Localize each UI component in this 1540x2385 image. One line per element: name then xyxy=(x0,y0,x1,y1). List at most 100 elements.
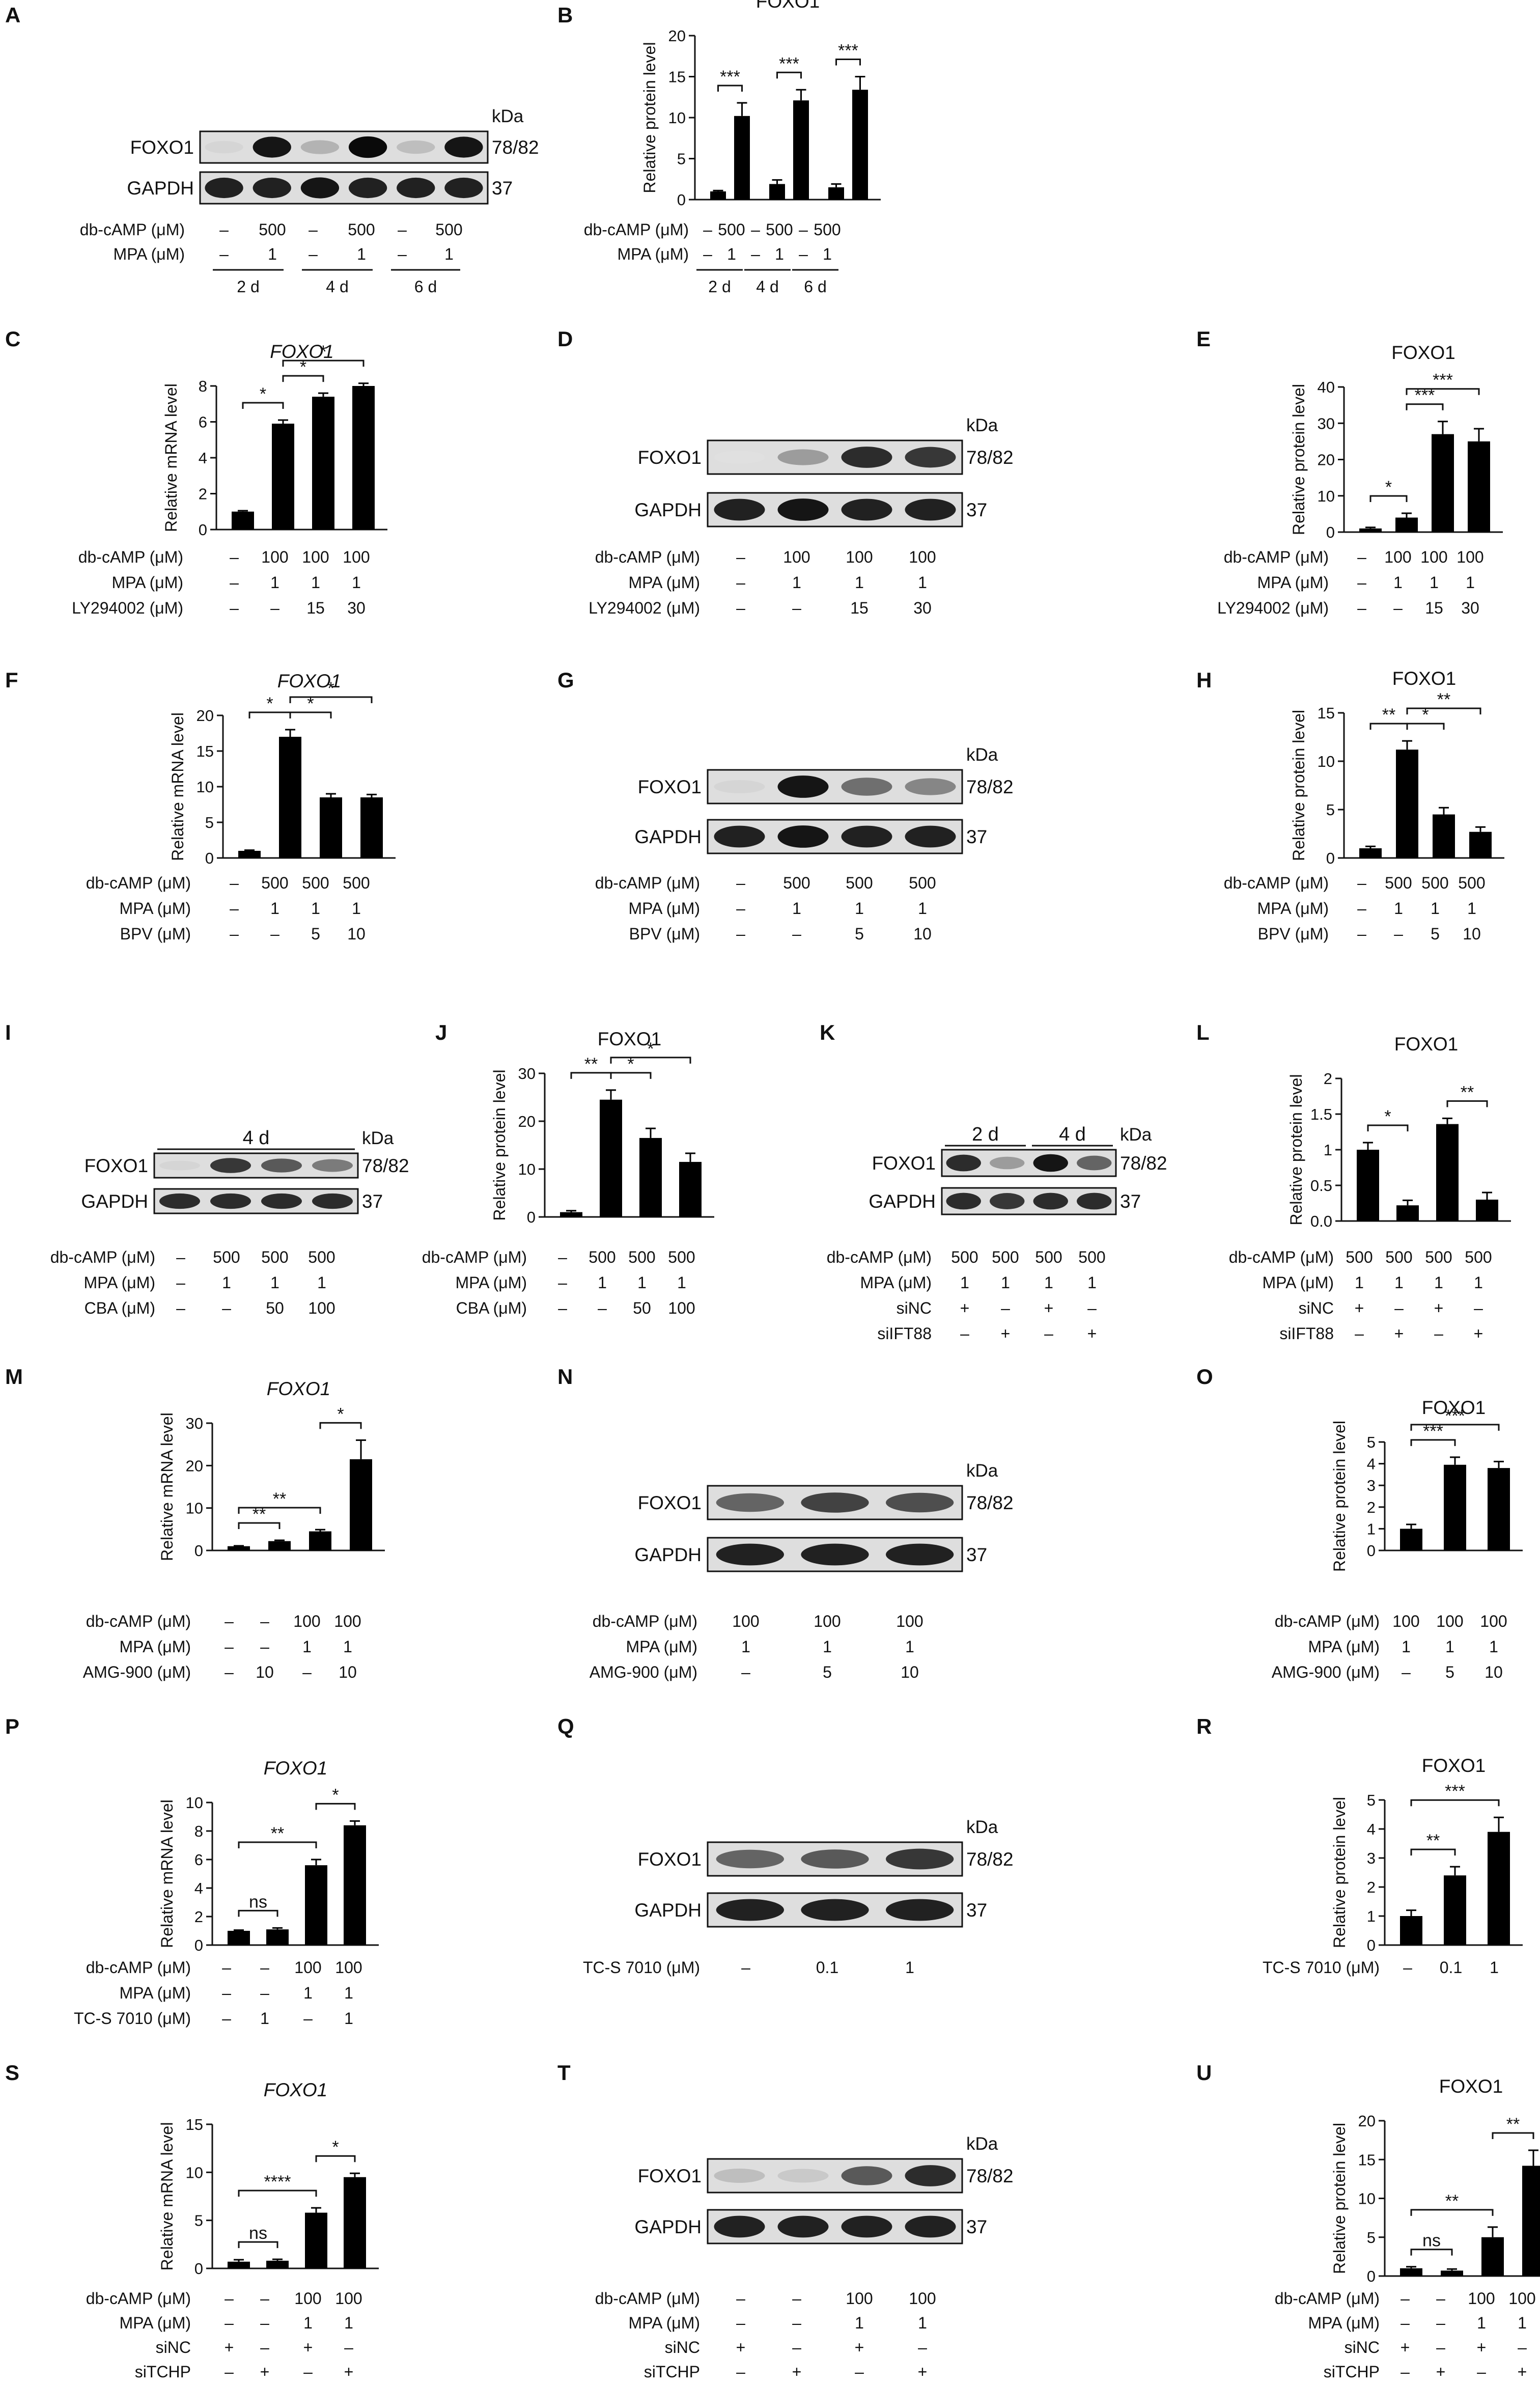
condition-value: – xyxy=(792,599,801,617)
significance-label: ** xyxy=(584,1055,598,1074)
y-tick-label: 2 xyxy=(1324,1070,1332,1088)
protein-band xyxy=(205,141,243,154)
significance-bracket xyxy=(238,2189,317,2197)
significance-bracket xyxy=(1406,707,1481,715)
condition-value: 100 xyxy=(343,548,370,566)
protein-band xyxy=(886,1543,954,1566)
condition-label: siTCHP xyxy=(1324,2363,1380,2381)
condition-value: 1 xyxy=(311,899,320,918)
bar xyxy=(1488,1468,1510,1550)
panel-letter: F xyxy=(5,668,18,692)
y-tick-label: 3 xyxy=(1367,1849,1376,1867)
condition-value: 1 xyxy=(1394,1273,1404,1292)
condition-value: 1 xyxy=(343,1638,352,1656)
condition-value: 1 xyxy=(1445,1638,1454,1656)
y-tick-label: 0.0 xyxy=(1310,1212,1332,1230)
molecular-weight-label: 37 xyxy=(966,1544,987,1565)
blot-row-label: FOXO1 xyxy=(872,1153,936,1174)
significance-bracket xyxy=(1410,1439,1456,1446)
significance-bracket xyxy=(610,1072,652,1079)
significance-bracket xyxy=(315,2155,356,2162)
condition-value: – xyxy=(558,1273,567,1292)
condition-value: – xyxy=(751,245,760,263)
y-tick-label: 20 xyxy=(186,1457,203,1475)
protein-band xyxy=(714,2215,765,2238)
lane-group-label: 4 d xyxy=(1059,1124,1086,1145)
condition-value: 10 xyxy=(256,1663,274,1681)
conditions-table-A: db-cAMP (μM) – 500 – 500 – 500 MPA (μM) – 1 – 1 – 1 2 … xyxy=(80,220,463,296)
conditions-table-C: db-cAMP (μM) – 100 100 100 MPA (μM) – 1 1 1 LY2940… xyxy=(72,548,370,617)
condition-value: 10 xyxy=(339,1663,357,1681)
y-tick-label: 10 xyxy=(186,1500,203,1517)
condition-value: 1 xyxy=(741,1638,750,1656)
protein-band xyxy=(777,825,829,848)
significance-label: ** xyxy=(1382,705,1395,725)
condition-value: + xyxy=(1434,1299,1444,1317)
protein-band xyxy=(905,2165,956,2186)
condition-label: db-cAMP (μM) xyxy=(584,220,689,239)
condition-value: 100 xyxy=(783,548,810,566)
condition-value: – xyxy=(855,2363,864,2381)
bar xyxy=(320,797,342,858)
condition-value: 1 xyxy=(1477,2314,1486,2332)
y-tick-label: 15 xyxy=(668,68,686,86)
condition-label: db-cAMP (μM) xyxy=(827,1248,932,1266)
bar xyxy=(279,737,301,858)
y-axis-label: Relative mRNA level xyxy=(158,2122,176,2271)
conditions-table-L: db-cAMP (μM) 500 500 500 500 MPA (μM) 1 1 1 1 siNC… xyxy=(1229,1248,1492,1343)
conditions-table-F: db-cAMP (μM) – 500 500 500 MPA (μM) – 1 1 1 BPV (μ… xyxy=(86,874,370,943)
condition-value: 1 xyxy=(637,1273,647,1292)
condition-label: MPA (μM) xyxy=(629,2314,701,2332)
condition-value: 1 xyxy=(918,573,927,592)
condition-value: 5 xyxy=(1431,925,1440,943)
condition-value: – xyxy=(230,599,239,617)
western-blot-I: FOXO1 78/82 GAPDH 37 kDa 4 d xyxy=(81,1127,409,1214)
condition-value: 100 xyxy=(1392,1612,1419,1630)
condition-label: db-cAMP (μM) xyxy=(86,1958,191,1977)
condition-label: MPA (μM) xyxy=(1263,1273,1334,1292)
chart-title: FOXO1 xyxy=(598,1029,661,1049)
bar xyxy=(1396,1205,1419,1221)
y-axis-label: Relative mRNA level xyxy=(158,1799,176,1948)
molecular-weight-label: 78/82 xyxy=(966,1849,1014,1870)
condition-value: 100 xyxy=(846,548,873,566)
conditions-table-O: db-cAMP (μM) 100 100 100 MPA (μM) 1 1 1 AMG-900 … xyxy=(1272,1612,1507,1681)
bar xyxy=(1468,441,1490,532)
significance-bracket xyxy=(1406,403,1444,410)
condition-value: 100 xyxy=(308,1299,335,1317)
condition-value: 50 xyxy=(266,1299,284,1317)
condition-label: db-cAMP (μM) xyxy=(1224,874,1329,892)
significance-label: * xyxy=(1422,705,1429,725)
condition-value: 500 xyxy=(261,1248,288,1266)
condition-value: 500 xyxy=(259,220,286,239)
significance-bracket xyxy=(1410,2209,1494,2216)
condition-value: – xyxy=(960,1324,969,1343)
condition-value: – xyxy=(703,245,712,263)
condition-value: – xyxy=(1087,1299,1097,1317)
significance-bracket xyxy=(1410,1424,1500,1431)
condition-value: 100 xyxy=(261,548,288,566)
kda-label: kDa xyxy=(966,1461,998,1481)
protein-band xyxy=(348,136,387,158)
panel-letter: I xyxy=(5,1020,11,1044)
y-tick-label: 2 xyxy=(1367,1878,1376,1896)
condition-value: 1 xyxy=(1474,1273,1483,1292)
bar xyxy=(228,2261,250,2268)
condition-value: – xyxy=(225,1663,234,1681)
chart-title: FOXO1 xyxy=(264,2079,327,2100)
condition-value: 1 xyxy=(823,1638,832,1656)
condition-value: 100 xyxy=(732,1612,759,1630)
kda-label: kDa xyxy=(966,1817,998,1837)
condition-value: + xyxy=(1401,2338,1410,2356)
condition-label: TC-S 7010 (μM) xyxy=(1263,1958,1380,1977)
condition-value: – xyxy=(1357,599,1366,617)
chart-title: FOXO1 xyxy=(277,671,341,691)
y-tick-label: 5 xyxy=(1326,801,1335,819)
condition-value: 500 xyxy=(846,874,873,892)
condition-value: 1 xyxy=(918,2314,927,2332)
condition-value: – xyxy=(260,2314,269,2332)
condition-value: – xyxy=(225,1638,234,1656)
y-tick-label: 10 xyxy=(186,1794,203,1812)
bar xyxy=(1357,1150,1379,1221)
condition-label: LY294002 (μM) xyxy=(589,599,700,617)
